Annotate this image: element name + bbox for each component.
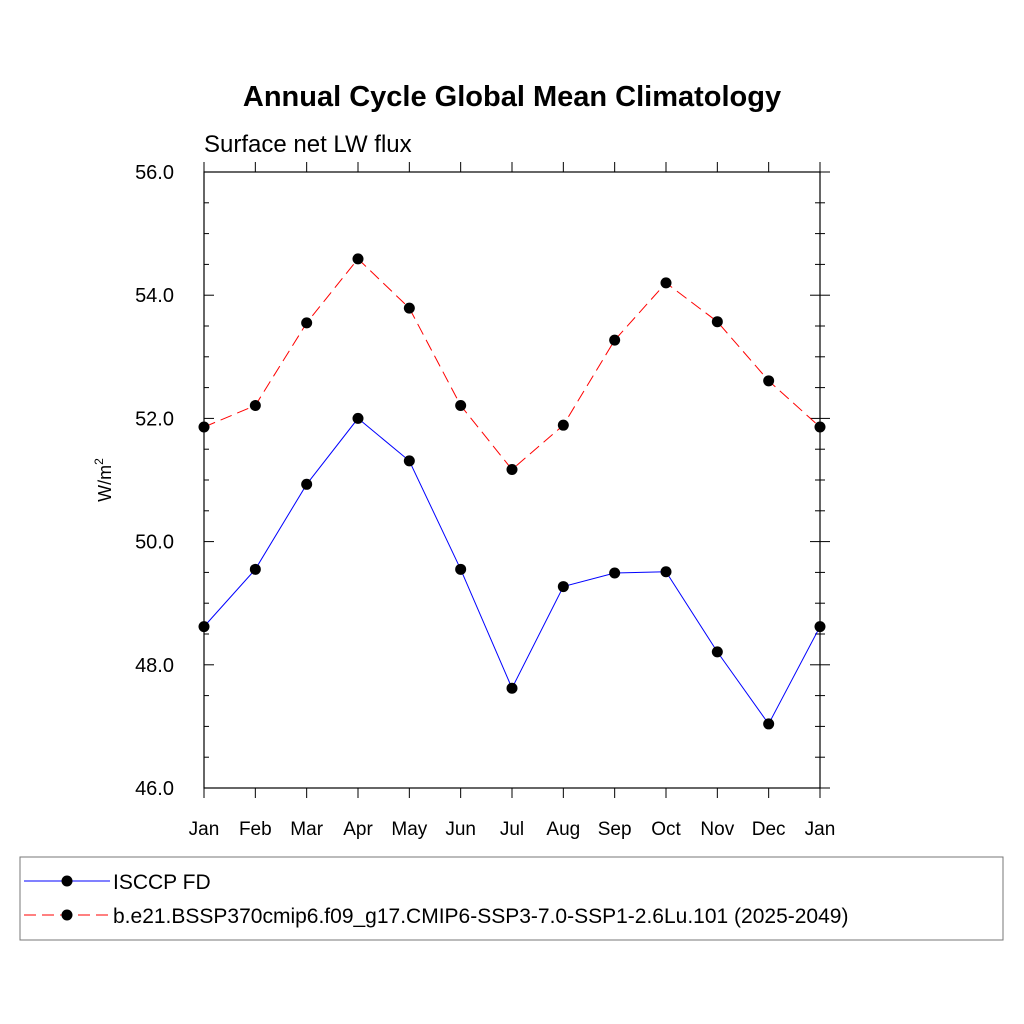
legend-swatch-marker [61, 909, 73, 921]
data-point [301, 478, 313, 490]
data-point [660, 277, 672, 289]
y-axis-label-superscript: 2 [92, 458, 106, 465]
series-line [203, 258, 821, 471]
data-point [249, 563, 261, 575]
y-tick-label: 48.0 [135, 655, 174, 677]
data-point [249, 399, 261, 411]
legend-entry-2: b.e21.BSSP370cmip6.f09_g17.CMIP6-SSP3-7.… [24, 905, 848, 928]
data-point [455, 563, 467, 575]
data-point [609, 567, 621, 579]
y-tick-label: 50.0 [135, 532, 174, 554]
data-point [301, 317, 313, 329]
legend-frame [19, 856, 1004, 941]
data-point [506, 682, 518, 694]
x-tick-label: Jul [500, 819, 524, 840]
x-tick-label: Dec [752, 819, 786, 840]
plot-area [198, 162, 830, 798]
data-point [711, 316, 723, 328]
legend-entry-1: ISCCP FD [24, 871, 211, 894]
data-point [814, 421, 826, 433]
data-point [814, 621, 826, 633]
legend-label: ISCCP FD [113, 871, 211, 894]
data-point [711, 646, 723, 658]
data-point [557, 419, 569, 431]
tick-marks [203, 162, 830, 798]
data-point [403, 455, 415, 467]
x-tick-label: Sep [598, 819, 632, 840]
series-2 [198, 253, 826, 476]
series-1 [198, 412, 826, 730]
data-point [557, 581, 569, 593]
data-point [609, 334, 621, 346]
data-point [455, 399, 467, 411]
data-point [763, 375, 775, 387]
chart-title: Annual Cycle Global Mean Climatology [243, 81, 781, 113]
y-tick-label: 52.0 [135, 408, 174, 430]
y-tick-label: 46.0 [135, 778, 174, 800]
series-layer [198, 253, 826, 730]
data-point [763, 718, 775, 730]
x-tick-label: Nov [700, 819, 734, 840]
data-point [403, 302, 415, 314]
y-tick-label: 56.0 [135, 162, 174, 184]
data-point [198, 421, 210, 433]
y-axis-label: W/m2 [92, 458, 115, 502]
x-tick-label: Jun [445, 819, 476, 840]
data-point [198, 621, 210, 633]
x-tick-label: Jan [189, 819, 220, 840]
legend-entries: ISCCP FD b.e21.BSSP370cmip6.f09_g17.CMIP6… [24, 871, 848, 928]
data-point [352, 412, 364, 424]
legend: ISCCP FD b.e21.BSSP370cmip6.f09_g17.CMIP6… [19, 856, 1004, 941]
y-tick-labels: 46.0 48.0 50.0 52.0 54.0 56.0 [135, 162, 174, 800]
data-point [352, 253, 364, 265]
x-tick-label: Feb [239, 819, 272, 840]
x-tick-label: Apr [343, 819, 373, 840]
x-tick-label: May [391, 819, 427, 840]
x-tick-labels: Jan Feb Mar Apr May Jun Jul Aug Sep Oct Nov Dec Jan [189, 819, 836, 840]
chart-subtitle: Surface net LW flux [204, 131, 412, 158]
data-point [660, 566, 672, 578]
y-tick-label: 54.0 [135, 285, 174, 307]
data-point [506, 464, 518, 476]
legend-swatch-marker [61, 875, 73, 887]
y-axis-label-main: W/m [95, 465, 115, 502]
plot-frame [203, 171, 821, 789]
x-tick-label: Mar [290, 819, 323, 840]
x-tick-label: Aug [546, 819, 580, 840]
legend-label: b.e21.BSSP370cmip6.f09_g17.CMIP6-SSP3-7.… [113, 905, 848, 928]
x-tick-label: Jan [805, 819, 836, 840]
x-tick-label: Oct [651, 819, 681, 840]
